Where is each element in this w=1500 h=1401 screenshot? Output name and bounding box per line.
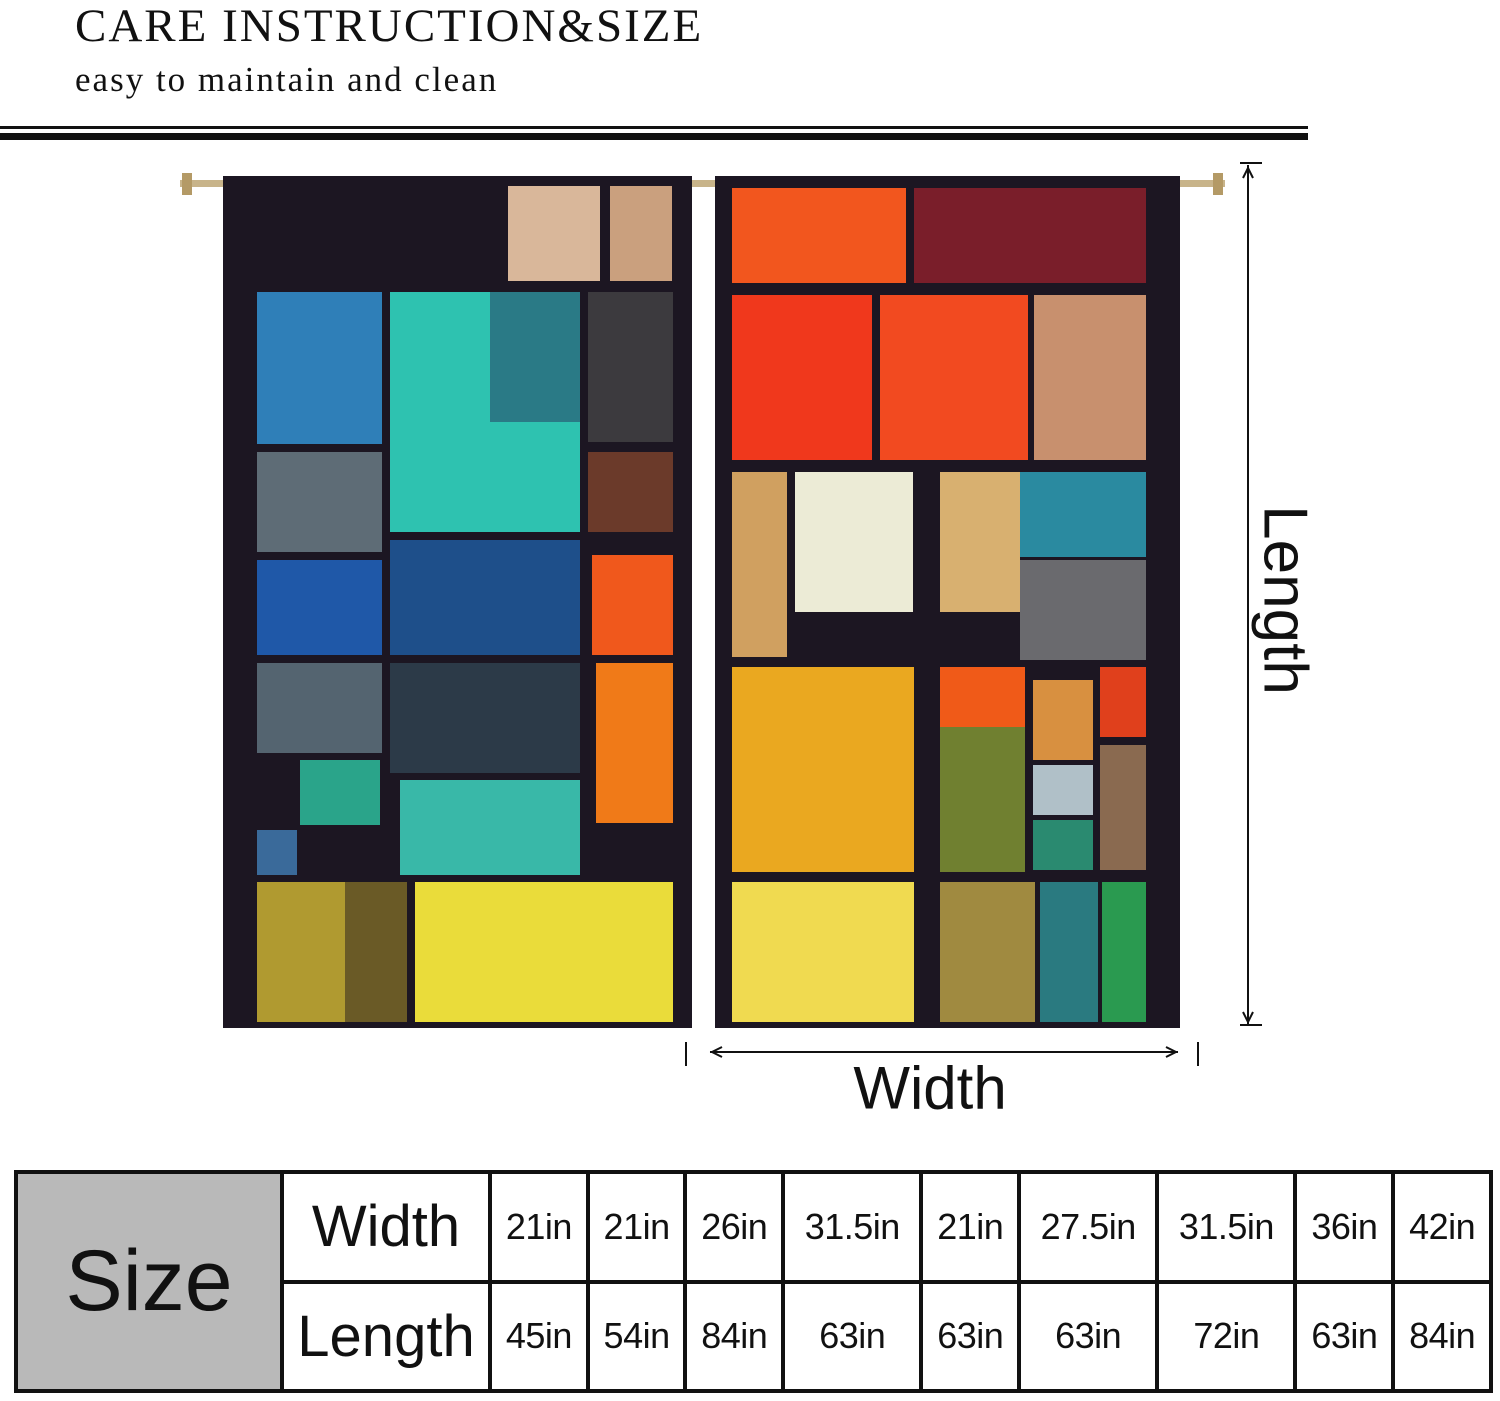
length-value: 45in [488,1279,590,1393]
divider-thick [0,133,1308,140]
width-value: 21in [488,1170,590,1284]
length-value: 72in [1155,1279,1298,1393]
length-label: Length [1250,505,1320,695]
row-header-width: Width [280,1170,492,1284]
width-value: 27.5in [1017,1170,1160,1284]
width-value: 31.5in [781,1170,924,1284]
length-value: 84in [1391,1279,1493,1393]
width-value: 36in [1293,1170,1396,1284]
curtain-rod [180,173,1225,195]
width-value: 21in [919,1170,1022,1284]
length-value: 63in [919,1279,1022,1393]
width-label: Width [853,1054,1007,1122]
curtain-panel-left [223,176,692,1028]
length-value: 63in [1293,1279,1396,1393]
size-table: Size Width 21in 21in 26in 31.5in 21in 27… [14,1170,1493,1393]
size-label: Size [14,1170,284,1393]
page-subtitle: easy to maintain and clean [75,60,499,99]
width-value: 26in [683,1170,786,1284]
width-value: 21in [585,1170,688,1284]
length-value: 84in [683,1279,786,1393]
curtain-panel-right [715,176,1180,1028]
length-value: 54in [585,1279,688,1393]
row-header-length: Length [280,1279,492,1393]
length-value: 63in [781,1279,924,1393]
length-value: 63in [1017,1279,1160,1393]
curtain-product-image [180,162,1262,1066]
table-row-width: Size Width 21in 21in 26in 31.5in 21in 27… [14,1170,1493,1393]
width-value: 31.5in [1155,1170,1298,1284]
length-dimension-arrow [1240,162,1262,1026]
width-value: 42in [1391,1170,1493,1284]
width-dimension-arrow [685,1042,1199,1066]
page-title: CARE INSTRUCTION&SIZE [75,0,704,52]
divider-thin [0,126,1308,129]
table-row-length: Length 45in 54in 84in 63in 63in 63in 72i… [16,1279,1493,1393]
